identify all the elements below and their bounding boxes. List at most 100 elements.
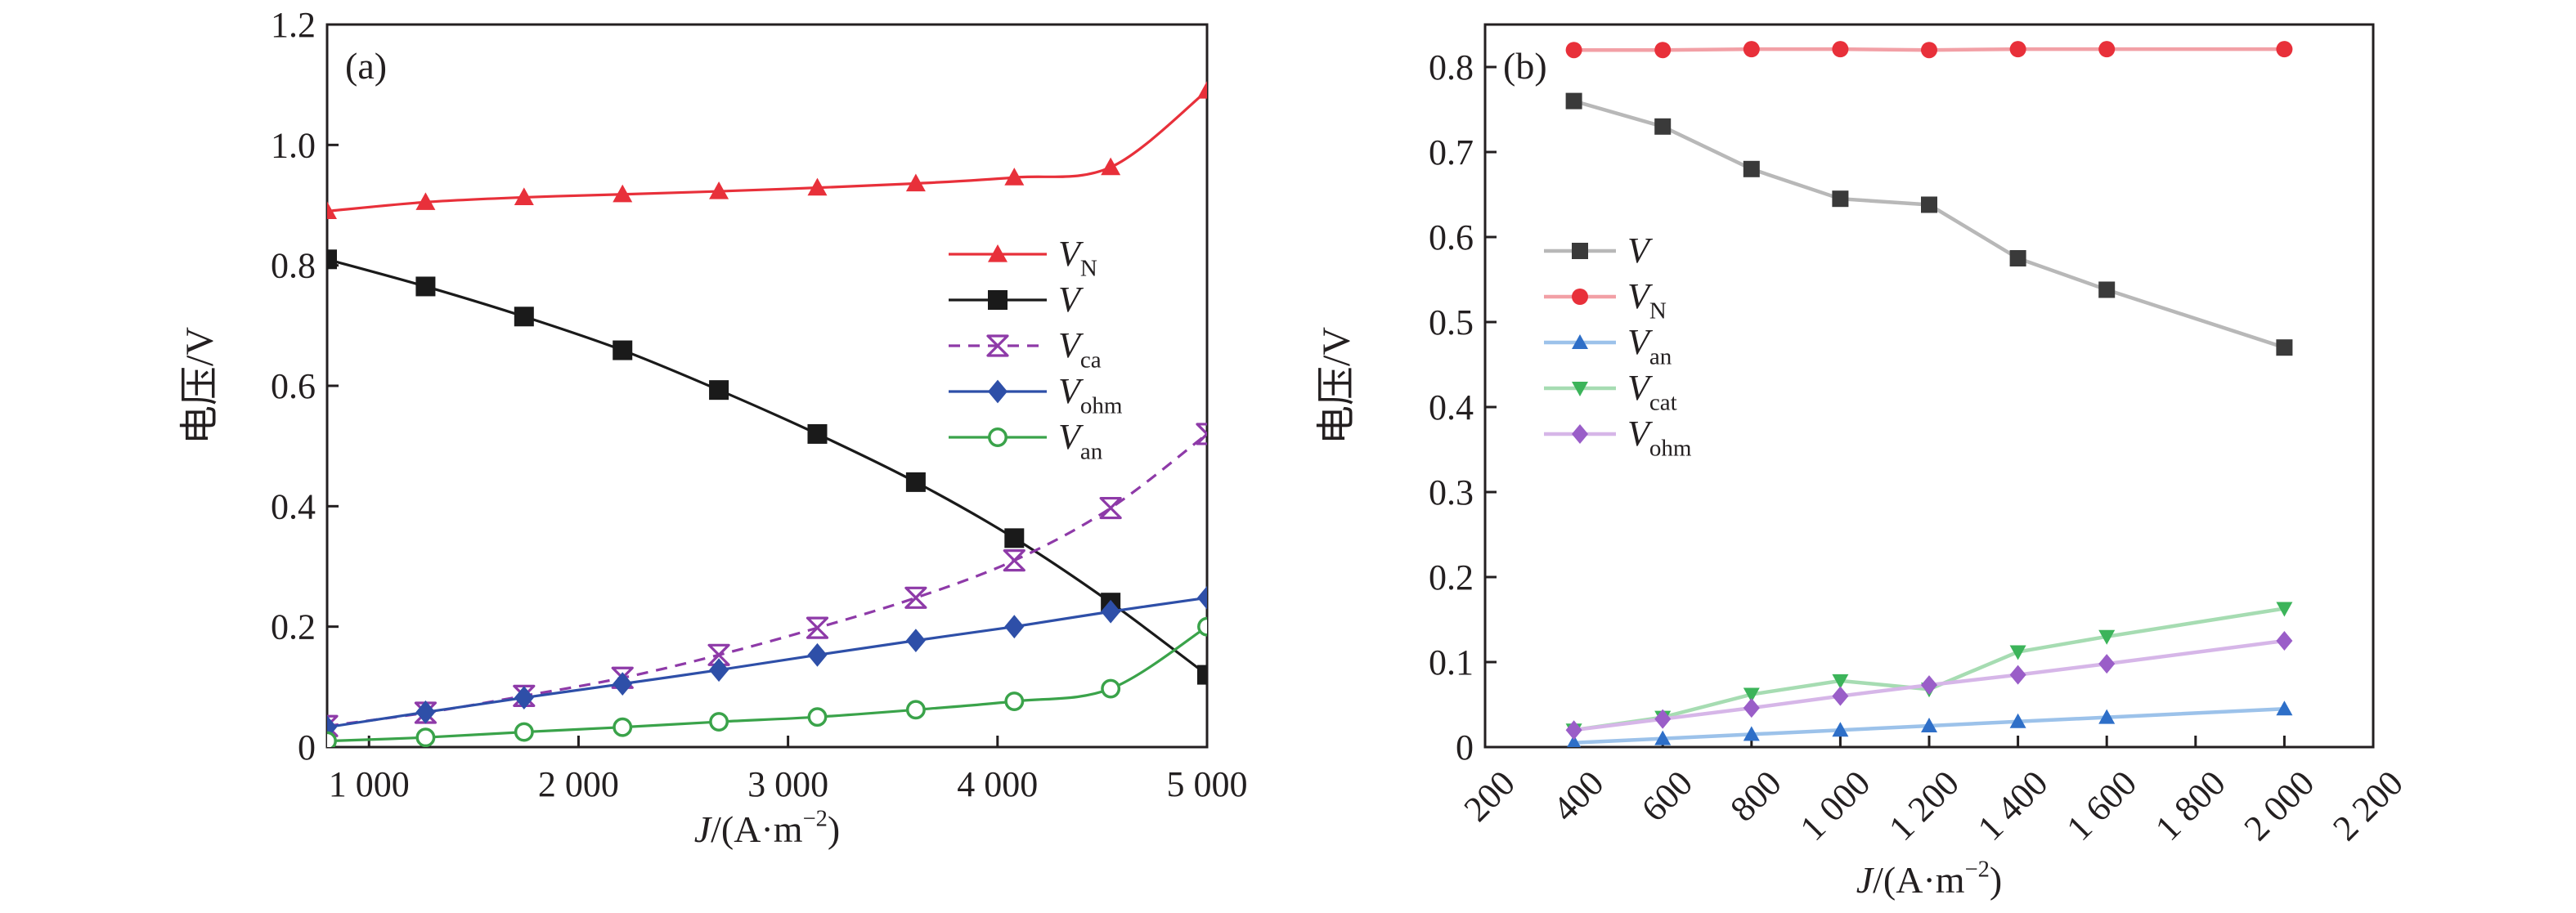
data-point bbox=[1921, 42, 1937, 59]
x-tick-label: 2 000 bbox=[2237, 763, 2322, 848]
x-tick-label: 200 bbox=[1456, 763, 1523, 829]
y-axis-label: 电压/V bbox=[1315, 327, 1358, 445]
y-tick-label: 0.3 bbox=[1429, 472, 1474, 512]
data-point bbox=[709, 658, 729, 683]
legend-label: VN bbox=[1058, 234, 1097, 281]
data-point bbox=[1101, 678, 1121, 699]
legend-marker bbox=[1572, 424, 1588, 444]
y-tick-label: 1.2 bbox=[271, 5, 316, 45]
series-ohm bbox=[1565, 631, 2293, 741]
legend-marker bbox=[1572, 289, 1588, 305]
data-point bbox=[709, 181, 729, 199]
data-point bbox=[1101, 599, 1121, 624]
data-point bbox=[709, 380, 729, 401]
y-tick-label: 0.8 bbox=[1429, 47, 1474, 87]
data-point bbox=[1743, 726, 1760, 741]
data-point bbox=[806, 616, 829, 639]
x-tick-label: 5 000 bbox=[1167, 764, 1248, 804]
y-tick-label: 1.0 bbox=[271, 125, 316, 165]
series-an bbox=[1567, 700, 2293, 747]
data-point bbox=[807, 177, 828, 196]
data-point bbox=[2276, 700, 2293, 716]
data-point bbox=[1197, 665, 1207, 685]
data-point bbox=[1832, 722, 1849, 737]
data-point bbox=[1743, 41, 1760, 58]
data-point bbox=[1196, 423, 1207, 445]
legend-marker bbox=[1572, 382, 1588, 396]
data-point bbox=[1743, 160, 1760, 177]
data-point bbox=[905, 472, 926, 492]
x-tick-label: 3 000 bbox=[747, 764, 828, 804]
y-axis-label: 电压/V bbox=[178, 327, 222, 445]
data-point bbox=[415, 727, 436, 747]
data-point bbox=[1004, 528, 1025, 548]
data-point bbox=[2276, 339, 2293, 356]
data-point bbox=[2009, 665, 2026, 685]
y-tick-label: 0.6 bbox=[1429, 217, 1474, 257]
data-point bbox=[2009, 645, 2026, 660]
series-v bbox=[327, 249, 1207, 685]
data-point bbox=[709, 712, 729, 732]
data-point bbox=[1004, 691, 1025, 711]
data-point bbox=[2098, 41, 2116, 58]
legend-marker bbox=[1572, 243, 1588, 259]
series-line bbox=[327, 257, 1207, 676]
plot-area bbox=[327, 81, 1207, 747]
y-tick-label: 0.4 bbox=[1429, 387, 1474, 427]
y-tick-label: 0.4 bbox=[271, 486, 316, 526]
x-tick-label: 1 200 bbox=[1881, 763, 1967, 848]
data-point bbox=[1832, 190, 1849, 208]
legend-marker bbox=[986, 334, 1009, 357]
data-point bbox=[1832, 674, 1849, 689]
panel-label: (b) bbox=[1503, 45, 1547, 87]
data-point bbox=[415, 700, 436, 724]
legend-marker bbox=[988, 379, 1008, 404]
data-point bbox=[807, 642, 828, 667]
series-ca bbox=[327, 423, 1207, 737]
data-point bbox=[1654, 42, 1672, 59]
legend-label: V bbox=[1627, 230, 1654, 271]
y-tick-label: 0 bbox=[298, 727, 316, 768]
data-point bbox=[1654, 118, 1672, 135]
series-ohm bbox=[327, 585, 1207, 740]
data-point bbox=[2276, 41, 2293, 58]
series-line bbox=[1573, 606, 2285, 732]
data-point bbox=[1565, 720, 1582, 741]
data-point bbox=[1101, 157, 1121, 176]
data-point bbox=[1921, 718, 1937, 732]
data-point bbox=[2276, 602, 2293, 617]
plot-frame bbox=[1483, 23, 2375, 749]
data-point bbox=[415, 276, 436, 297]
data-point bbox=[905, 700, 926, 720]
y-tick-label: 0.1 bbox=[1429, 642, 1474, 683]
data-point bbox=[1743, 687, 1760, 703]
data-point bbox=[1197, 585, 1207, 610]
series-N bbox=[1565, 41, 2293, 59]
series-line bbox=[327, 89, 1207, 213]
x-tick-label: 1 800 bbox=[2147, 763, 2233, 848]
x-axis-label: J/(A·m−2) bbox=[1856, 857, 2003, 901]
data-point bbox=[1004, 168, 1025, 186]
legend-marker bbox=[1572, 334, 1588, 349]
chart-panel-a: 0 0.2 0.4 0.6 0.8 1.0 1.2 1 000 2 000 3 000 4 000 5… bbox=[178, 5, 1248, 850]
data-point bbox=[327, 731, 337, 747]
data-point bbox=[1099, 496, 1122, 520]
series-v bbox=[1565, 92, 2293, 356]
data-point bbox=[327, 249, 337, 270]
data-point bbox=[327, 201, 337, 219]
data-point bbox=[1832, 41, 1849, 58]
data-point bbox=[1921, 196, 1937, 213]
x-tick-label: 2 000 bbox=[538, 764, 619, 804]
data-point bbox=[2098, 709, 2116, 724]
series-line bbox=[1573, 706, 2285, 745]
data-point bbox=[613, 184, 633, 203]
legend-label: Vca bbox=[1058, 325, 1102, 373]
x-tick-label: 1 600 bbox=[2059, 763, 2145, 848]
data-point bbox=[2098, 629, 2116, 645]
y-tick-label: 0.2 bbox=[271, 607, 316, 647]
y-tick-label: 0 bbox=[1456, 727, 1474, 768]
data-point bbox=[2009, 250, 2026, 266]
data-point bbox=[2098, 654, 2116, 674]
